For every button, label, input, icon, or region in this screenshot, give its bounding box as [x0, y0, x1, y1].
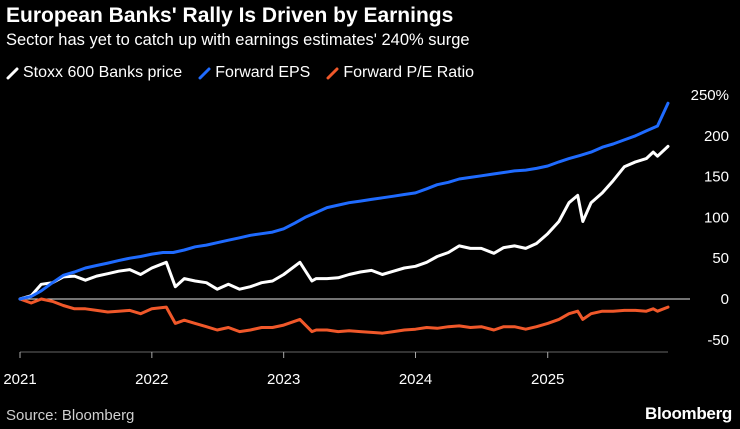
y-tick-label-1: 200 [704, 128, 729, 145]
x-tick-label-2021: 2021 [3, 371, 36, 388]
series-line-eps [18, 101, 670, 301]
x-tick-label-2024: 2024 [399, 371, 432, 388]
x-tick-label-2022: 2022 [135, 371, 168, 388]
x-tick-label-2025: 2025 [531, 371, 564, 388]
chart-title: European Banks' Rally Is Driven by Earni… [6, 4, 454, 27]
series-line-pe [18, 297, 670, 335]
chart-legend: Stoxx 600 Banks price Forward EPS Forwar… [6, 64, 474, 82]
series-line-price [18, 144, 670, 301]
legend-swatch-eps [198, 67, 211, 79]
y-tick-label-6: -50 [707, 332, 729, 349]
legend-label-price: Stoxx 600 Banks price [23, 64, 183, 81]
legend-label-pe: Forward P/E Ratio [343, 64, 475, 81]
legend-label-eps: Forward EPS [215, 64, 311, 81]
y-tick-label-2: 150 [704, 169, 729, 186]
legend-swatch-pe [326, 67, 339, 79]
source-note: Source: Bloomberg [6, 407, 135, 424]
y-tick-label-5: 0 [721, 291, 729, 308]
y-tick-label-3: 100 [704, 209, 729, 226]
x-tick-label-2023: 2023 [267, 371, 300, 388]
chart-subtitle: Sector has yet to catch up with earnings… [6, 31, 470, 49]
legend-swatch-price [6, 67, 19, 79]
y-tick-label-4: 50 [712, 250, 729, 267]
brand-logo: Bloomberg [644, 404, 732, 423]
legend-item-eps: Forward EPS [198, 64, 310, 82]
legend-item-pe: Forward P/E Ratio [326, 64, 474, 82]
y-tick-label-0: 250% [691, 87, 729, 104]
legend-item-price: Stoxx 600 Banks price [6, 64, 182, 82]
